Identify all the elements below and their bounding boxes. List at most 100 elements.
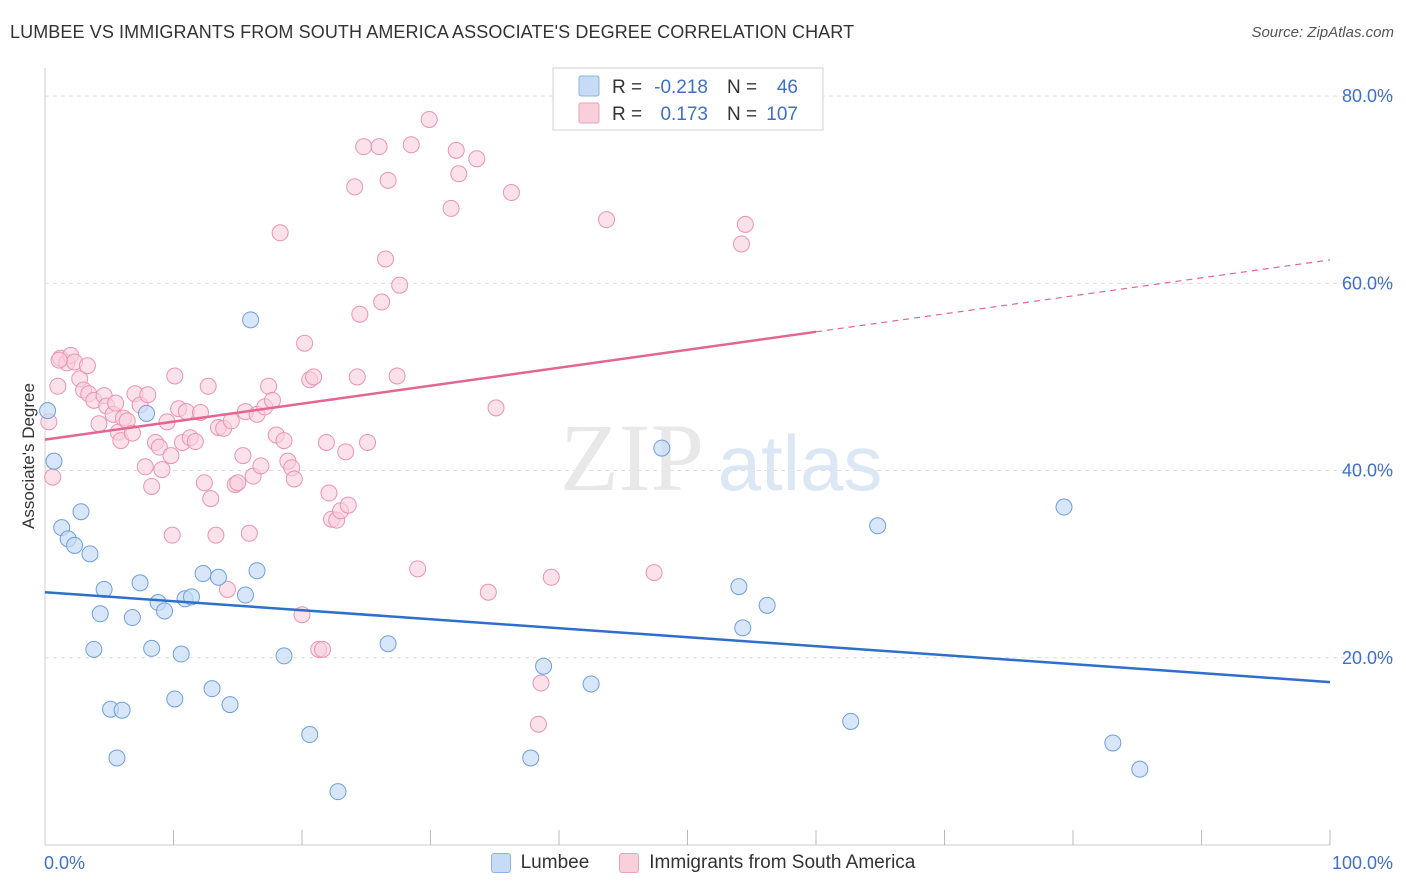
point-lumbee xyxy=(203,680,221,698)
point-immigrants xyxy=(271,224,289,242)
point-lumbee xyxy=(653,439,671,457)
point-lumbee xyxy=(194,565,212,583)
point-immigrants xyxy=(252,457,270,475)
point-lumbee xyxy=(242,311,260,329)
point-immigrants xyxy=(502,184,520,202)
point-lumbee xyxy=(123,609,141,627)
point-immigrants xyxy=(150,438,168,456)
point-lumbee xyxy=(1131,760,1149,778)
point-lumbee xyxy=(209,568,227,586)
legend-r-value-2: 0.173 xyxy=(660,104,708,125)
point-immigrants xyxy=(234,447,252,465)
point-immigrants xyxy=(90,415,108,433)
x-tick-label-min: 0.0% xyxy=(44,853,85,873)
point-lumbee xyxy=(182,588,200,606)
watermark-atlas: atlas xyxy=(718,419,883,507)
point-lumbee xyxy=(172,645,190,663)
point-immigrants xyxy=(207,526,225,544)
point-immigrants xyxy=(78,357,96,375)
point-lumbee xyxy=(45,452,63,470)
point-immigrants xyxy=(379,171,397,189)
legend-label-lumbee: Lumbee xyxy=(520,852,590,873)
legend-swatch-immigrants xyxy=(578,102,600,124)
point-immigrants xyxy=(166,367,184,385)
legend-swatch-blue xyxy=(490,853,511,873)
point-immigrants xyxy=(598,211,616,229)
series-immigrants-points xyxy=(40,110,754,733)
point-immigrants xyxy=(337,443,355,461)
point-immigrants xyxy=(370,138,388,156)
point-lumbee xyxy=(842,712,860,730)
point-lumbee xyxy=(535,657,553,675)
chart-title: LUMBEE VS IMMIGRANTS FROM SOUTH AMERICA … xyxy=(10,22,855,42)
point-immigrants xyxy=(409,560,427,578)
point-immigrants xyxy=(50,351,68,369)
point-immigrants xyxy=(275,432,293,450)
point-immigrants xyxy=(468,150,486,168)
point-immigrants xyxy=(44,468,62,486)
point-lumbee xyxy=(758,596,776,614)
x-tick-label-max: 100.0% xyxy=(1332,853,1393,873)
point-immigrants xyxy=(305,368,323,386)
point-lumbee xyxy=(301,726,319,744)
point-immigrants xyxy=(143,477,161,495)
legend-r-value-1: -0.218 xyxy=(654,77,708,98)
legend-r-label-1: R = xyxy=(612,77,642,98)
point-lumbee xyxy=(143,639,161,657)
legend-swatch-pink xyxy=(619,853,640,873)
trend-line-immigrants-extension xyxy=(815,259,1331,333)
point-immigrants xyxy=(542,568,560,586)
point-immigrants xyxy=(348,368,366,386)
point-lumbee xyxy=(1055,498,1073,516)
point-immigrants xyxy=(532,674,550,692)
legend-swatch-lumbee xyxy=(578,75,600,97)
legend-label-immigrants: Immigrants from South America xyxy=(649,852,916,873)
point-immigrants xyxy=(195,474,213,492)
legend-n-value-2: 107 xyxy=(766,104,798,125)
point-immigrants xyxy=(320,484,338,502)
legend-n-label-2: N = xyxy=(727,104,757,125)
source-credit: Source: ZipAtlas.com xyxy=(1251,24,1394,41)
trend-lines xyxy=(44,259,1331,684)
point-lumbee xyxy=(1104,734,1122,752)
y-tick-label: 80.0% xyxy=(1342,86,1393,106)
point-immigrants xyxy=(450,165,468,183)
point-immigrants xyxy=(355,138,373,156)
watermark: ZIP atlas xyxy=(560,404,882,511)
point-lumbee xyxy=(72,503,90,521)
point-lumbee xyxy=(730,578,748,596)
point-immigrants xyxy=(136,458,154,476)
point-immigrants xyxy=(351,305,369,323)
point-lumbee xyxy=(248,562,266,580)
point-lumbee xyxy=(329,783,347,801)
point-lumbee xyxy=(582,675,600,693)
point-immigrants xyxy=(442,199,460,217)
point-lumbee xyxy=(66,536,84,554)
point-immigrants xyxy=(163,526,181,544)
trend-line-immigrants xyxy=(44,330,817,441)
point-immigrants xyxy=(346,178,364,196)
point-immigrants xyxy=(202,490,220,508)
legend-n-label-1: N = xyxy=(727,77,757,98)
point-immigrants xyxy=(391,276,409,294)
y-tick-label: 40.0% xyxy=(1342,461,1393,481)
point-immigrants xyxy=(736,215,754,233)
point-immigrants xyxy=(359,433,377,451)
point-immigrants xyxy=(487,399,505,417)
point-lumbee xyxy=(156,602,174,620)
point-lumbee xyxy=(236,586,254,604)
point-immigrants xyxy=(139,386,157,404)
point-immigrants xyxy=(529,715,547,733)
point-lumbee xyxy=(734,619,752,637)
point-immigrants xyxy=(186,433,204,451)
point-lumbee xyxy=(379,635,397,653)
point-lumbee xyxy=(138,404,156,422)
point-immigrants xyxy=(373,293,391,311)
point-immigrants xyxy=(107,394,125,412)
point-immigrants xyxy=(447,141,465,159)
x-ticks xyxy=(173,830,1331,845)
point-immigrants xyxy=(732,235,750,253)
legend-item-lumbee: Lumbee xyxy=(490,852,590,874)
gridlines xyxy=(45,95,1393,659)
point-lumbee xyxy=(108,749,126,767)
